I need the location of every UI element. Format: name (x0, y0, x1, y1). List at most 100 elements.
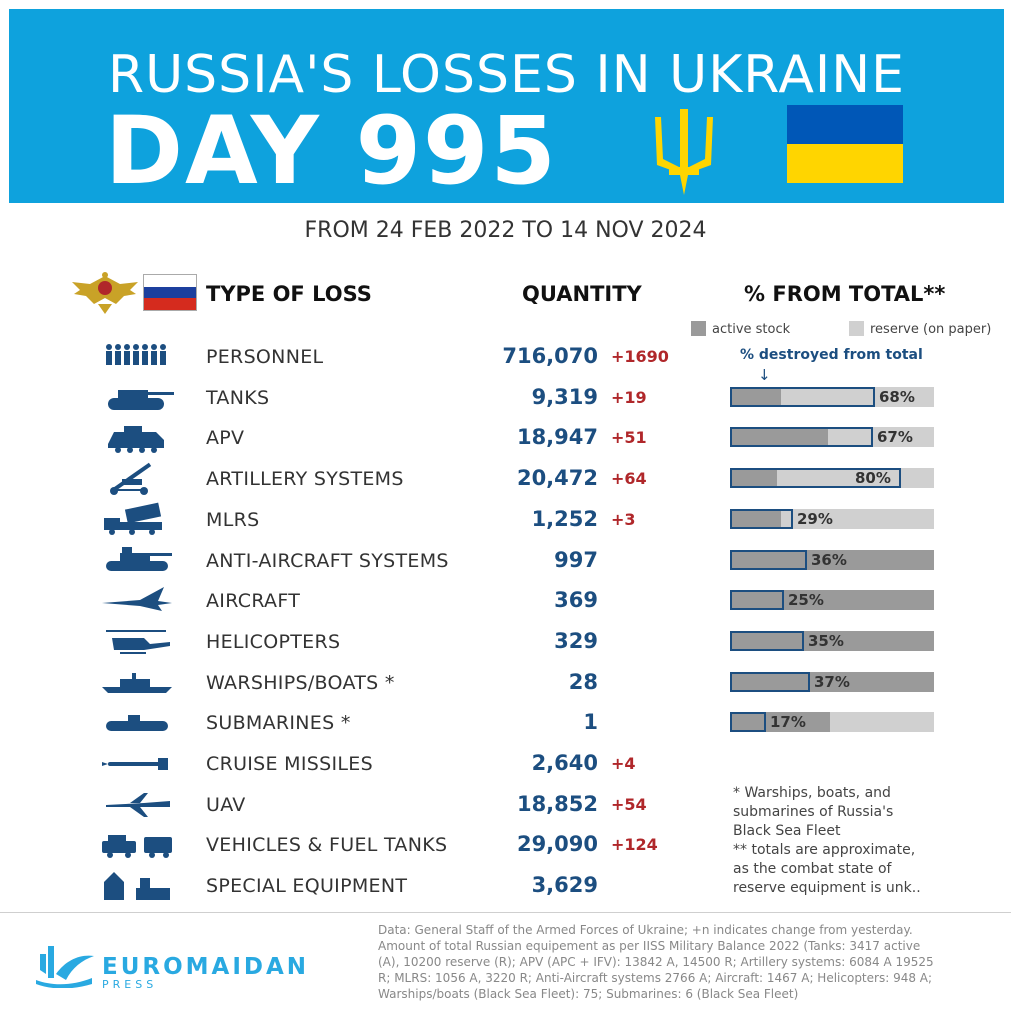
row-label: HELICOPTERS (206, 630, 341, 653)
bar-active (730, 630, 934, 651)
footer-divider (0, 912, 1011, 913)
day-counter: DAY 995 (105, 97, 558, 206)
anti-aircraft-icon (100, 543, 176, 577)
source-line: Amount of total Russian equipement as pe… (378, 939, 921, 953)
legend-active-swatch (691, 321, 706, 336)
logo-text: EUROMAIDAN (102, 954, 310, 980)
apv-icon (100, 420, 176, 454)
row-quantity: 997 (554, 547, 598, 572)
row-label: ARTILLERY SYSTEMS (206, 468, 404, 491)
row-percent-bar: 37% (730, 671, 934, 692)
row-delta: +19 (611, 387, 647, 407)
bar-destroyed (730, 386, 875, 407)
row-delta: +54 (611, 794, 647, 814)
row-delta: +4 (611, 754, 636, 773)
row-quantity: 18,852 (516, 791, 598, 816)
bar-destroyed (730, 427, 873, 448)
row-label: WARSHIPS/BOATS * (206, 671, 395, 694)
header-percent-from-total: % FROM TOTAL** (744, 282, 946, 306)
special-equipment-icon (100, 868, 176, 902)
row-delta: +51 (611, 428, 647, 448)
vehicles-icon (100, 827, 176, 861)
warship-icon (100, 665, 176, 699)
bar-percent-label: 37% (814, 672, 850, 691)
legend-active-label: active stock (712, 322, 791, 337)
russian-flag (143, 274, 197, 311)
row-label: PERSONNEL (206, 346, 324, 368)
bar-active (730, 549, 934, 570)
bar-destroyed (730, 712, 766, 733)
row-label: SPECIAL EQUIPMENT (206, 875, 408, 898)
bar-active (730, 712, 830, 733)
bar-reserve (730, 468, 934, 489)
bar-reserve (730, 386, 934, 407)
artillery-icon (100, 461, 176, 496)
row-quantity: 9,319 (531, 384, 598, 409)
bar-percent-label: 68% (879, 387, 915, 406)
legend-active: active stock (691, 321, 790, 337)
bar-reserve (730, 508, 934, 529)
bar-destroyed (730, 671, 810, 692)
row-label: ANTI-AIRCRAFT SYSTEMS (206, 549, 449, 572)
bar-destroyed (730, 508, 793, 529)
row-percent-bar: 67% (730, 427, 934, 448)
bar-active (730, 590, 934, 611)
mlrs-icon (100, 502, 176, 536)
source-note: Data: General Staff of the Armed Forces … (378, 922, 978, 1002)
row-quantity: 29,090 (516, 832, 598, 857)
footnote-line: * Warships, boats, and (733, 785, 891, 801)
row-quantity: 18,947 (516, 425, 598, 450)
main-title: RUSSIA'S LOSSES IN UKRAINE (107, 45, 905, 105)
bar-percent-label: 25% (788, 591, 824, 610)
bar-destroyed (730, 590, 784, 611)
row-percent-bar: 35% (730, 630, 934, 651)
euromaidan-logo-icon (36, 946, 94, 988)
row-delta: +64 (611, 469, 647, 489)
row-percent-bar: 17% (730, 712, 934, 733)
bar-active (730, 468, 777, 489)
row-quantity: 2,640 (531, 751, 598, 775)
cruise-missile-icon (100, 746, 176, 780)
row-quantity: 329 (554, 628, 598, 653)
footnote-line: submarines of Russia's (733, 804, 894, 820)
source-line: R; MLRS: 1056 A, 3220 R; Anti-Aircraft s… (378, 971, 933, 985)
bar-percent-label: 36% (811, 550, 847, 569)
legend-destroyed: % destroyed from total (740, 347, 923, 363)
period-subtitle: FROM 24 FEB 2022 TO 14 NOV 2024 (304, 218, 707, 243)
bar-percent-label: 80% (855, 469, 891, 488)
row-label: APV (206, 427, 245, 450)
source-line: (A), 10200 reserve (R); APV (APC + IFV):… (378, 955, 934, 969)
helicopter-icon (100, 624, 176, 658)
row-quantity: 369 (554, 588, 598, 613)
footnote-line: as the combat state of (733, 861, 892, 877)
footnote-line: Black Sea Fleet (733, 823, 841, 839)
row-quantity: 1,252 (531, 506, 598, 531)
row-label: CRUISE MISSILES (206, 753, 373, 775)
footnotes: * Warships, boats, and submarines of Rus… (733, 784, 973, 898)
row-label: SUBMARINES * (206, 712, 351, 735)
bar-destroyed (730, 549, 807, 570)
row-quantity: 28 (568, 669, 598, 694)
submarine-icon (100, 705, 176, 739)
trident-icon (655, 109, 713, 195)
footnote-line: ** totals are approximate, (733, 842, 916, 858)
row-delta: +124 (611, 835, 658, 855)
row-percent-bar: 25% (730, 590, 934, 611)
row-label: MLRS (206, 508, 260, 531)
logo-subtext: PRESS (102, 978, 158, 991)
bar-percent-label: 17% (770, 713, 806, 732)
legend-reserve-swatch (849, 321, 864, 336)
bar-active (730, 427, 828, 448)
russian-emblem-icon (72, 272, 138, 314)
row-label: UAV (206, 793, 246, 816)
bar-percent-label: 67% (877, 428, 913, 447)
row-quantity: 3,629 (531, 873, 598, 898)
row-quantity: 716,070 (502, 344, 598, 368)
tank-icon (100, 380, 176, 414)
ukraine-flag (787, 105, 903, 183)
header-banner: RUSSIA'S LOSSES IN UKRAINE DAY 995 (9, 9, 1004, 206)
header-type-of-loss: TYPE OF LOSS (206, 282, 372, 306)
row-label: VEHICLES & FUEL TANKS (206, 834, 448, 857)
row-percent-bar: 36% (730, 549, 934, 570)
footnote-line: reserve equipment is unk.. (733, 880, 921, 896)
